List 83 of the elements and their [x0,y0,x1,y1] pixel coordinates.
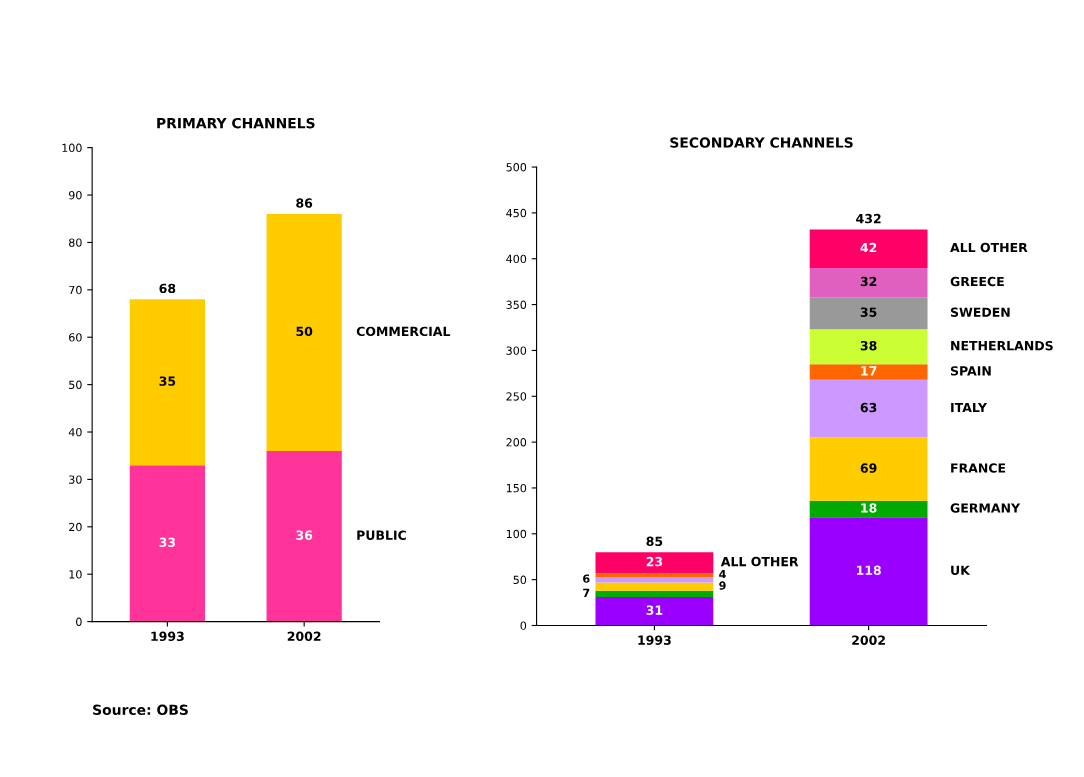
x-tick-label: 1993 [151,631,184,641]
chart-title: PRIMARY CHANNELS [157,117,315,129]
data-label: 69 [860,463,877,473]
bar [809,500,928,518]
bar [809,267,928,298]
x-tick-label: 2002 [287,631,321,641]
y-tick-label: 10 [69,570,82,579]
y-tick-label: 250 [506,392,527,401]
data-label: 17 [861,366,877,376]
chart-title: SECONDARY CHANNELS [670,137,853,148]
bar [595,576,714,583]
y-tick-label: 0 [520,621,527,630]
data-label: 9 [719,581,726,590]
data-label: 42 [860,242,877,253]
annotation: ALL OTHER [720,556,799,567]
series-label: PUBLIC [357,530,406,540]
series-label: SWEDEN [950,307,1010,317]
bar [266,213,342,451]
data-label: 63 [860,402,877,413]
data-label: 4 [719,570,726,579]
series-label: COMMERCIAL [356,326,451,337]
y-tick-label: 350 [506,300,527,309]
data-label: 32 [860,276,877,287]
series-label: SPAIN [950,366,991,376]
x-tick-label: 2002 [852,635,885,645]
data-label: 6 [583,574,590,583]
total-label: 85 [646,536,663,547]
y-tick-label: 80 [69,238,82,247]
total-label: 432 [856,213,881,224]
y-tick-label: 200 [506,438,527,447]
bar [809,517,928,626]
y-tick-label: 50 [513,575,527,585]
y-tick-label: 40 [68,427,82,437]
data-label: 36 [296,530,313,540]
bar [809,364,928,380]
y-tick-label: 0 [76,617,82,626]
x-tick-label: 1993 [638,635,671,645]
y-tick-label: 20 [69,522,82,532]
series-label: NETHERLANDS [951,340,1053,351]
bar [809,379,928,438]
bar [129,465,205,622]
data-label: 7 [583,588,590,597]
bar [809,229,928,268]
y-tick-label: 30 [69,475,82,484]
series-label: ITALY [951,402,988,413]
data-label: 38 [860,340,877,351]
y-tick-label: 450 [506,208,527,218]
y-tick-label: 300 [506,346,527,355]
bar [129,299,205,466]
y-tick-label: 500 [506,163,527,172]
data-label: 23 [646,556,663,567]
series-label: GREECE [950,276,1004,287]
bar [809,329,928,365]
bar [266,450,342,622]
bar [809,437,928,501]
total-label: 86 [296,198,313,208]
series-label: FRANCE [951,463,1006,473]
y-tick-label: 150 [506,483,527,493]
data-label: 31 [646,605,663,615]
bar [595,590,714,598]
y-tick-label: 100 [506,529,527,539]
y-tick-label: 100 [62,143,82,153]
series-label: UK [951,565,971,576]
bar [595,597,714,626]
y-tick-label: 400 [506,254,527,264]
y-tick-label: 70 [69,285,82,295]
y-tick-label: 60 [69,333,82,342]
total-label: 68 [159,283,176,294]
bar [595,552,714,574]
bar [595,582,714,591]
data-label: 50 [296,326,313,337]
data-label: 33 [159,537,176,548]
data-label: 35 [159,376,176,386]
series-label: ALL OTHER [950,242,1028,253]
data-label: 35 [860,307,877,317]
data-label: 118 [856,565,881,576]
bar [595,573,714,577]
y-tick-label: 50 [69,380,82,389]
y-tick-label: 90 [68,191,82,200]
bar [809,297,928,330]
source-note: Source: OBS [93,704,188,716]
series-label: GERMANY [950,503,1021,513]
data-label: 18 [861,503,877,513]
